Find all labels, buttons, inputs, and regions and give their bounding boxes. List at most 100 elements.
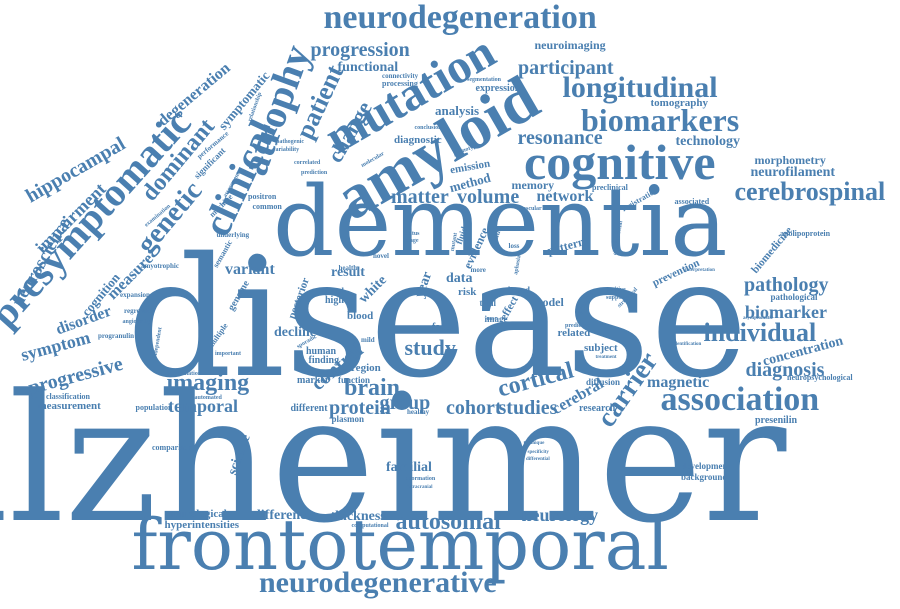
word-region: region	[351, 361, 381, 374]
word-regression: regression	[124, 306, 155, 315]
word-individual: individual	[703, 318, 817, 347]
word-neurology: neurology	[521, 505, 599, 525]
word-important: important	[215, 351, 241, 357]
word-correlated: correlated	[294, 160, 321, 166]
word-amyotrophic: amyotrophic	[141, 261, 179, 270]
word-study: study	[404, 335, 456, 360]
word-neurodegeneration: neurodegeneration	[323, 0, 597, 36]
word-longitudinal: longitudinal	[562, 71, 718, 104]
word-preclinical: preclinical	[592, 183, 628, 192]
word-expansion: expansion	[120, 290, 150, 299]
word-pathological: pathological	[770, 291, 818, 302]
word-blood: blood	[347, 309, 374, 322]
word-case: case	[486, 316, 498, 322]
word-diagnosis: diagnosis	[745, 359, 825, 381]
word-technique: technique	[523, 440, 545, 446]
word-classification: classification	[46, 392, 90, 401]
word-progression: progression	[310, 39, 410, 61]
word-protein: protein	[329, 397, 391, 419]
word-frontotemporal: frontotemporal	[131, 504, 669, 586]
word-temporal: temporal	[168, 396, 238, 416]
word-neurodegenerative: neurodegenerative	[259, 566, 497, 599]
word-automated: automated	[194, 395, 222, 401]
word-dementia: dementia	[273, 166, 728, 278]
word-result: result	[331, 265, 365, 280]
word-data: data	[446, 271, 473, 286]
word-morphometry: morphometry	[754, 153, 826, 167]
word-difference: difference	[253, 508, 313, 523]
word-comparison: comparison	[152, 443, 192, 452]
word-predictive: predictive	[565, 323, 591, 329]
word-angiopathy: angiopathy	[122, 319, 152, 325]
word-disease: disease	[126, 221, 748, 414]
word-different: different	[290, 403, 328, 414]
word-based: based	[508, 284, 531, 295]
word-memory: memory	[511, 178, 555, 192]
word-related: related	[557, 326, 591, 339]
word-participant: participant	[518, 57, 614, 79]
word-higher: higher	[325, 295, 353, 306]
word-visual: visual	[321, 285, 345, 296]
word-status: status	[404, 231, 420, 237]
word-common: common	[252, 202, 282, 211]
word-segmentation: segmentation	[467, 77, 501, 83]
word-connectivity: connectivity	[382, 71, 419, 80]
word-identification: identification	[673, 341, 702, 347]
word-resonance: resonance	[517, 127, 603, 149]
word-cognitive: cognitive	[524, 134, 716, 190]
word-biomarkers: biomarkers	[581, 102, 740, 138]
word-autosomal: autosomal	[395, 509, 501, 535]
word-progranulin: progranulin	[98, 331, 135, 340]
word-expression: expression	[475, 83, 521, 94]
word-presenilin: presenilin	[755, 415, 798, 426]
word-thickness: thickness	[330, 509, 386, 524]
word-risk: risk	[458, 285, 477, 298]
word-neurofilament: neurofilament	[750, 165, 836, 180]
word-positive: positive	[606, 287, 626, 293]
word-group: group	[379, 392, 431, 414]
word-interpretation: interpretation	[685, 267, 715, 273]
word-diagnostic: diagnostic	[394, 133, 442, 146]
word-biomarker: biomarker	[745, 302, 827, 322]
word-function: function	[338, 374, 371, 385]
word-development: development	[681, 460, 731, 471]
word-imaging: imaging	[166, 370, 250, 396]
word-vascular: vascular	[520, 206, 542, 212]
word-familial: familial	[386, 460, 432, 475]
word-treatment: treatment	[595, 354, 617, 360]
word-plasmon: plasmon	[331, 413, 365, 424]
word-alzheimer: alzheimer	[0, 357, 787, 562]
word-finding: finding	[308, 355, 340, 366]
word-neuropsychological: neuropsychological	[787, 373, 853, 382]
word-decline: decline	[274, 325, 316, 340]
word-variability: variability	[272, 147, 300, 153]
word-support: support	[606, 295, 627, 301]
word-positron: positron	[248, 192, 277, 201]
word-loss: loss	[508, 241, 520, 250]
word-factor: factor	[432, 322, 458, 333]
word-differential: differential	[526, 456, 550, 462]
word-tomography: tomography	[650, 96, 708, 109]
word-variant: variant	[225, 261, 275, 278]
word-more: more	[470, 265, 486, 274]
word-intracranial: intracranial	[407, 484, 433, 490]
word-novel: novel	[373, 251, 389, 260]
word-prediction: prediction	[301, 170, 328, 176]
word-research: research	[579, 403, 616, 414]
word-image: image	[484, 313, 508, 324]
word-network: network	[536, 188, 594, 205]
word-cerebrospinal: cerebrospinal	[734, 177, 886, 206]
word-apolipoprotein: apolipoprotein	[780, 229, 831, 238]
word-technology: technology	[675, 134, 741, 149]
word-mild: mild	[361, 335, 375, 344]
word-volume: volume	[457, 186, 520, 208]
word-model: model	[532, 295, 564, 309]
word-conclusion: conclusion	[414, 125, 442, 131]
word-matter: matter	[391, 186, 449, 208]
word-measurement: measurement	[37, 399, 101, 412]
word-pathology: pathology	[744, 274, 829, 296]
word-analysis: analysis	[435, 102, 480, 118]
word-trial: trial	[479, 297, 497, 308]
word-health: health	[338, 263, 358, 272]
